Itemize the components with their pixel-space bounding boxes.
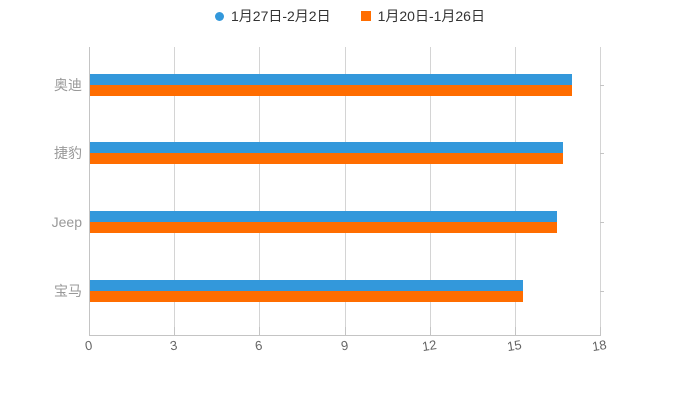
x-axis-tick-6 (259, 327, 261, 335)
gridline-12 (429, 47, 431, 327)
y-axis-label-jeep: Jeep (51, 214, 82, 230)
x-axis-tick-3 (174, 327, 176, 335)
bar-week-jan20-jan26-baoma[interactable] (89, 290, 524, 302)
y-axis-label-aodi: 奥迪 (54, 77, 82, 93)
gridline-15 (514, 47, 516, 327)
bar-week-jan27-feb2-aodi[interactable] (89, 74, 572, 85)
legend-item-week-jan20-jan26[interactable]: 1月20日-1月26日 (360, 8, 485, 24)
bar-week-jan20-jan26-jiebao[interactable] (89, 153, 564, 164)
x-axis-label-0: 0 (83, 337, 94, 354)
bar-week-jan27-feb2-jiebao[interactable] (89, 142, 564, 153)
x-axis-label-15: 15 (505, 336, 523, 355)
y-axis-label-jiebao: 捷豹 (54, 145, 82, 161)
x-axis-tick-18 (600, 327, 601, 335)
x-axis-tick-9 (344, 327, 346, 335)
right-axis-tick-jeep (600, 222, 604, 223)
gridline-18 (600, 47, 601, 327)
x-axis-label-6: 6 (254, 337, 264, 354)
bar-week-jan20-jan26-jeep[interactable] (89, 222, 558, 233)
bar-week-jan27-feb2-baoma[interactable] (89, 279, 524, 291)
x-axis-tick-15 (514, 327, 516, 335)
bar-week-jan20-jan26-aodi[interactable] (89, 85, 572, 96)
x-axis-tick-12 (429, 327, 431, 335)
right-axis-tick-jiebao (600, 153, 604, 154)
y-axis-label-baoma: 宝马 (54, 282, 82, 299)
x-axis-label-9: 9 (339, 337, 349, 354)
legend-item-week-jan27-feb2[interactable]: 1月27日-2月2日 (215, 9, 331, 23)
bar-week-jan27-feb2-jeep[interactable] (89, 211, 558, 222)
square-legend-marker-icon (360, 11, 371, 21)
chart-legend: 1月27日-2月2日 1月20日-1月26日 (0, 6, 700, 26)
x-axis-line (89, 335, 601, 336)
x-axis-label-3: 3 (169, 337, 179, 354)
legend-label-week-jan20-jan26: 1月20日-1月26日 (377, 8, 485, 24)
circle-legend-marker-icon (215, 11, 224, 21)
right-axis-tick-baoma (600, 290, 604, 292)
gridline-3 (174, 47, 176, 327)
gridline-9 (344, 47, 346, 327)
gridline-6 (259, 47, 261, 327)
legend-label-week-jan27-feb2: 1月27日-2月2日 (231, 8, 331, 24)
x-axis-label-12: 12 (420, 336, 438, 355)
right-axis-tick-aodi (600, 85, 604, 86)
y-axis-line (89, 47, 90, 335)
x-axis-label-18: 18 (590, 336, 608, 355)
